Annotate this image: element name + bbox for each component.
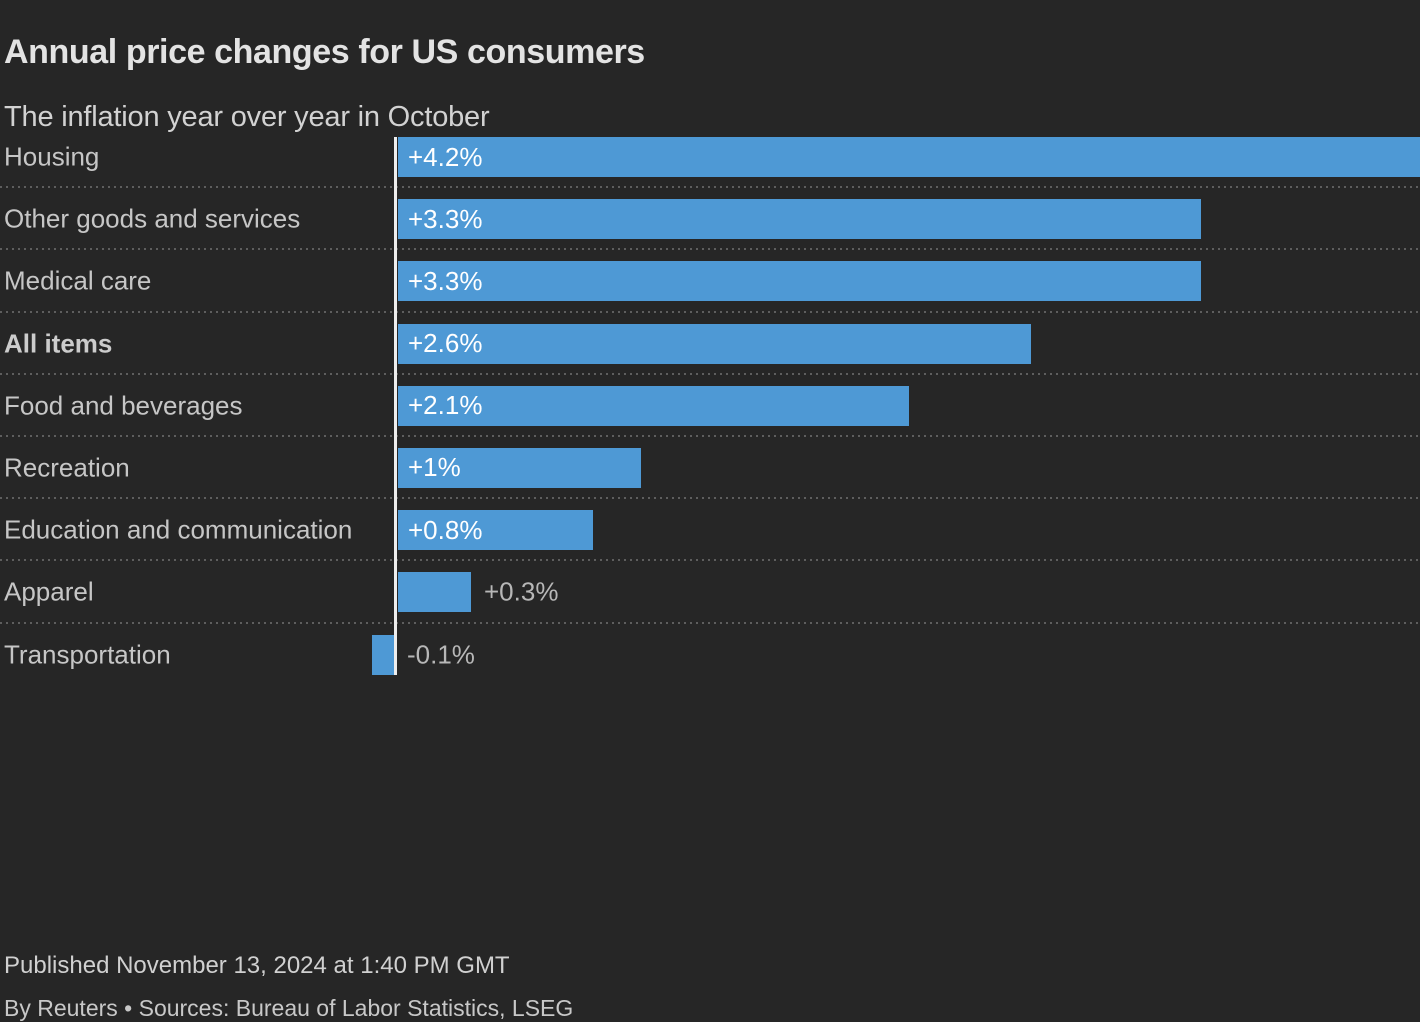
chart-row: Transportation -0.1% [0, 624, 1420, 686]
value-label: +3.3% [408, 265, 483, 296]
published-timestamp: Published November 13, 2024 at 1:40 PM G… [4, 952, 510, 979]
row-separator [0, 310, 1420, 313]
chart-row: All items +2.6% [0, 313, 1420, 375]
category-label: Apparel [4, 576, 94, 607]
category-label: Transportation [4, 639, 171, 670]
category-label: Education and communication [4, 514, 353, 545]
bar-chart: Housing +4.2% Other goods and services +3.3… [0, 126, 1420, 686]
category-label: All items [4, 328, 113, 359]
chart-row: Recreation +1% [0, 437, 1420, 500]
category-label: Food and beverages [4, 390, 243, 421]
row-separator [0, 372, 1420, 375]
row-separator [0, 559, 1420, 562]
value-bar: +3.3% [398, 199, 1201, 240]
value-label: +3.3% [408, 203, 483, 234]
row-separator [0, 434, 1420, 437]
chart-row: Food and beverages +2.1% [0, 375, 1420, 437]
source-byline: By Reuters • Sources: Bureau of Labor St… [4, 995, 574, 1021]
value-bar: +2.6% [398, 323, 1031, 364]
value-label: +1% [408, 452, 461, 483]
value-label: +0.8% [408, 514, 483, 545]
chart-subtitle: The inflation year over year in October [4, 101, 490, 133]
category-label: Medical care [4, 265, 152, 296]
category-label: Recreation [4, 452, 130, 483]
chart-row: Apparel +0.3% [0, 561, 1420, 624]
value-bar: +1% [398, 447, 642, 488]
category-label: Housing [4, 141, 100, 172]
chart-row: Other goods and services +3.3% [0, 188, 1420, 251]
value-label: +2.1% [408, 390, 483, 421]
value-bar [398, 572, 471, 613]
chart-row: Education and communication +0.8% [0, 499, 1420, 562]
value-label: +2.6% [408, 328, 483, 359]
chart-row: Housing +4.2% [0, 126, 1420, 189]
value-label: -0.1% [407, 639, 475, 670]
page-title: Annual price changes for US consumers [4, 32, 645, 71]
value-bar: +4.2% [398, 137, 1420, 177]
value-label: +0.3% [484, 576, 559, 607]
value-bar: +3.3% [398, 261, 1201, 302]
value-bar: +2.1% [398, 385, 909, 426]
chart-row: Medical care +3.3% [0, 250, 1420, 313]
zero-baseline [394, 137, 397, 675]
value-label: +4.2% [408, 141, 483, 172]
row-separator [0, 621, 1420, 624]
value-bar: +0.8% [398, 510, 593, 551]
value-bar [371, 634, 396, 675]
row-separator [0, 497, 1420, 500]
row-separator [0, 248, 1420, 251]
category-label: Other goods and services [4, 203, 301, 234]
row-separator [0, 186, 1420, 189]
